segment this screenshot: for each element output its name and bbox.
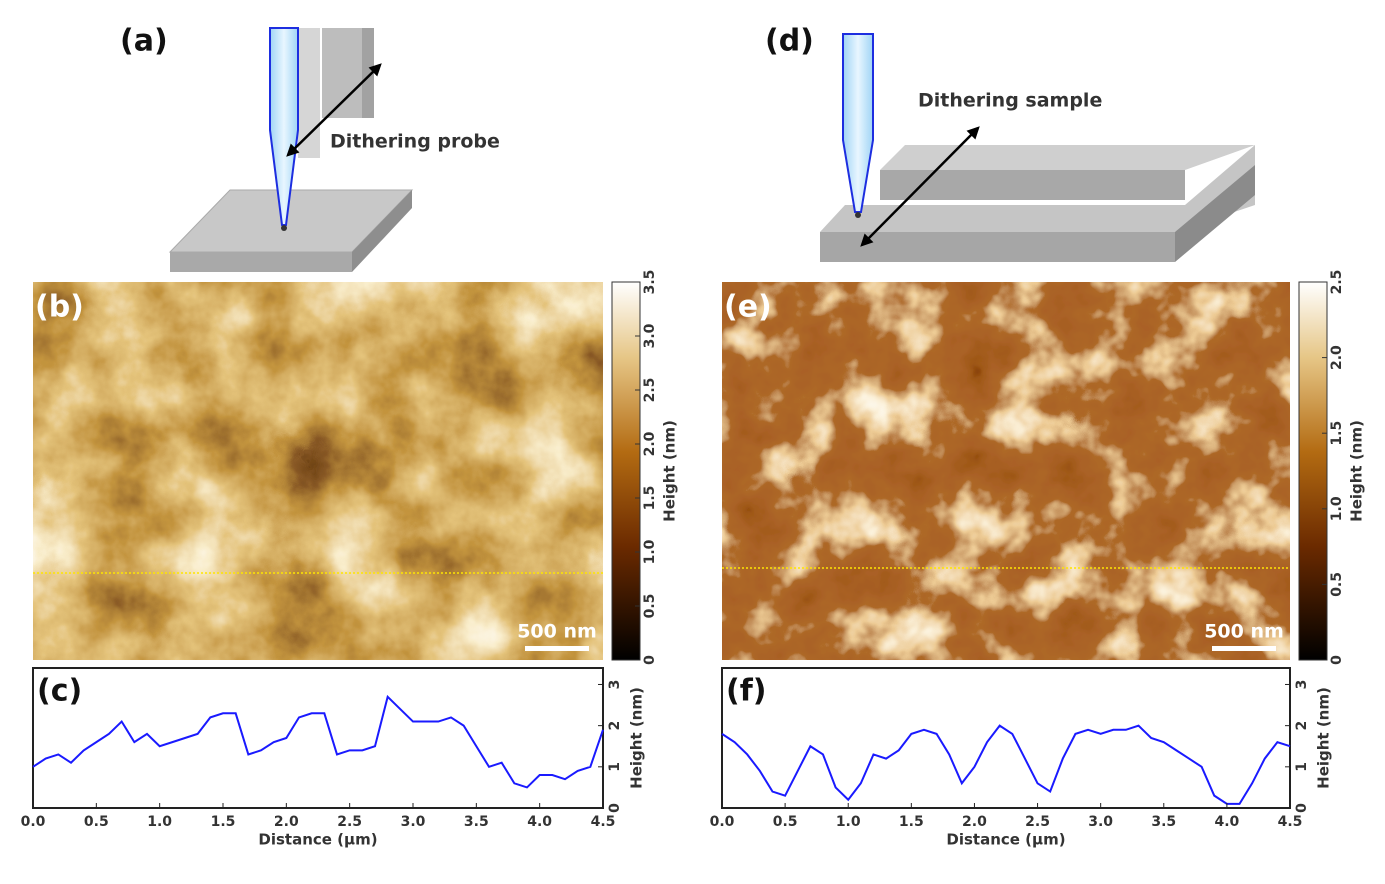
colorbar-tick-label: 0 xyxy=(642,655,658,665)
colorbar-tick-label: 0.5 xyxy=(1329,572,1345,597)
y-tick-label: 3 xyxy=(607,680,623,690)
probe-diagram xyxy=(168,27,414,272)
x-tick-label: 0.5 xyxy=(84,814,109,830)
colorbar-tick-label: 1.0 xyxy=(1329,496,1345,521)
x-tick-label: 3.0 xyxy=(401,814,426,830)
colorbar-tick-label: 2.0 xyxy=(642,431,658,456)
colorbar-tick-label: 2.0 xyxy=(1329,345,1345,370)
y-axis-label: Height (nm) xyxy=(1315,687,1333,789)
panel-label: (e) xyxy=(724,290,772,325)
x-axis-label: Distance (µm) xyxy=(946,831,1065,849)
x-tick-label: 4.0 xyxy=(1214,814,1239,830)
colorbar xyxy=(1298,281,1328,661)
x-tick-label: 0.0 xyxy=(21,814,46,830)
scale-bar-label: 500 nm xyxy=(517,621,597,643)
x-tick-label: 3.5 xyxy=(464,814,489,830)
x-tick-label: 4.0 xyxy=(527,814,552,830)
scale-bar xyxy=(1212,646,1276,651)
colorbar-tick-label: 2.5 xyxy=(1329,270,1345,295)
colorbar xyxy=(611,281,641,661)
scale-bar xyxy=(525,646,589,651)
y-tick-label: 3 xyxy=(1294,680,1310,690)
y-tick-label: 1 xyxy=(607,762,623,772)
plot-frame xyxy=(721,667,1291,809)
colorbar-tick-label: 1.0 xyxy=(642,539,658,564)
y-tick-label: 2 xyxy=(1294,721,1310,731)
panel-label: (d) xyxy=(765,24,814,59)
profile-line xyxy=(32,694,604,789)
y-tick-label: 1 xyxy=(1294,762,1310,772)
colorbar-title: Height (nm) xyxy=(661,420,679,522)
colorbar-tick-label: 3.0 xyxy=(642,323,658,348)
x-axis-label: Distance (µm) xyxy=(258,831,377,849)
plot-frame xyxy=(32,667,604,809)
colorbar-tick-label: 0.5 xyxy=(642,594,658,619)
x-tick-label: 1.5 xyxy=(899,814,924,830)
y-axis-label: Height (nm) xyxy=(628,687,646,789)
panel-label: (a) xyxy=(120,24,168,59)
x-tick-label: 1.5 xyxy=(211,814,236,830)
x-tick-label: 0.0 xyxy=(710,814,735,830)
panel-label: (b) xyxy=(35,290,84,325)
x-tick-label: 3.5 xyxy=(1151,814,1176,830)
x-tick-label: 2.5 xyxy=(337,814,362,830)
colorbar-tick-label: 3.5 xyxy=(642,270,658,295)
diagram-label: Dithering sample xyxy=(918,90,1102,112)
y-tick-label: 0 xyxy=(607,803,623,813)
colorbar-tick-label: 2.5 xyxy=(642,378,658,403)
x-tick-label: 1.0 xyxy=(147,814,172,830)
y-tick-label: 2 xyxy=(607,721,623,731)
x-tick-label: 3.0 xyxy=(1088,814,1113,830)
colorbar-tick-label: 1.5 xyxy=(1329,421,1345,446)
colorbar-tick-label: 1.5 xyxy=(642,486,658,511)
x-tick-label: 0.5 xyxy=(773,814,798,830)
profile-line xyxy=(721,724,1291,805)
afm-image xyxy=(33,282,603,660)
x-tick-label: 4.5 xyxy=(1278,814,1303,830)
scale-bar-label: 500 nm xyxy=(1204,621,1284,643)
y-tick-label: 0 xyxy=(1294,803,1310,813)
x-tick-label: 2.0 xyxy=(962,814,987,830)
x-tick-label: 1.0 xyxy=(836,814,861,830)
diagram-label: Dithering probe xyxy=(330,131,500,153)
colorbar-tick-label: 0 xyxy=(1329,655,1345,665)
x-tick-label: 4.5 xyxy=(591,814,616,830)
panel-label: (f) xyxy=(726,674,766,709)
panel-label: (c) xyxy=(37,674,82,709)
colorbar-title: Height (nm) xyxy=(1348,420,1366,522)
afm-image xyxy=(722,282,1290,660)
sample-diagram xyxy=(820,33,1255,262)
x-tick-label: 2.5 xyxy=(1025,814,1050,830)
x-tick-label: 2.0 xyxy=(274,814,299,830)
